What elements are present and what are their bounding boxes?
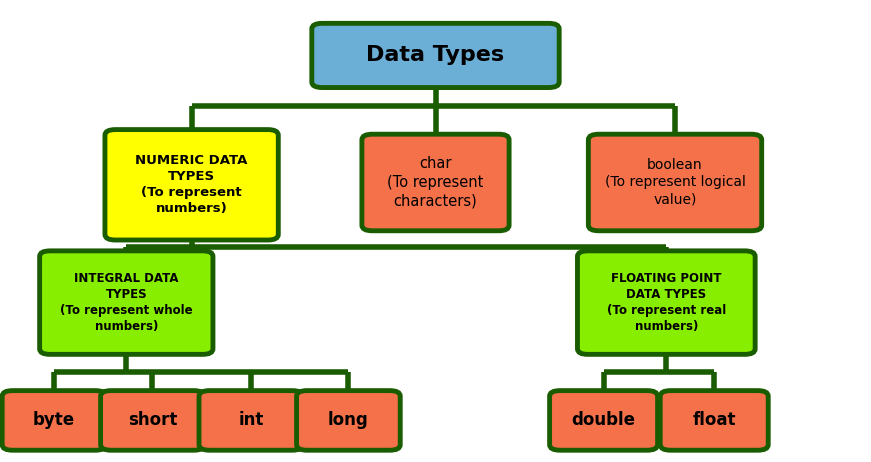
- FancyBboxPatch shape: [577, 251, 755, 354]
- Text: float: float: [692, 412, 736, 429]
- Text: long: long: [328, 412, 368, 429]
- Text: NUMERIC DATA
TYPES
(To represent
numbers): NUMERIC DATA TYPES (To represent numbers…: [135, 154, 248, 215]
- Text: byte: byte: [33, 412, 75, 429]
- FancyBboxPatch shape: [550, 391, 658, 450]
- Text: INTEGRAL DATA
TYPES
(To represent whole
numbers): INTEGRAL DATA TYPES (To represent whole …: [60, 272, 192, 333]
- Text: short: short: [128, 412, 177, 429]
- Text: int: int: [238, 412, 264, 429]
- FancyBboxPatch shape: [2, 391, 106, 450]
- FancyBboxPatch shape: [40, 251, 213, 354]
- FancyBboxPatch shape: [100, 391, 204, 450]
- Text: Data Types: Data Types: [367, 45, 504, 66]
- FancyBboxPatch shape: [199, 391, 303, 450]
- FancyBboxPatch shape: [660, 391, 768, 450]
- Text: FLOATING POINT
DATA TYPES
(To represent real
numbers): FLOATING POINT DATA TYPES (To represent …: [607, 272, 726, 333]
- FancyBboxPatch shape: [105, 129, 279, 240]
- FancyBboxPatch shape: [296, 391, 401, 450]
- Text: char
(To represent
characters): char (To represent characters): [388, 157, 483, 208]
- FancyBboxPatch shape: [362, 134, 509, 231]
- Text: double: double: [571, 412, 636, 429]
- Text: boolean
(To represent logical
value): boolean (To represent logical value): [604, 158, 746, 207]
- FancyBboxPatch shape: [312, 23, 559, 88]
- FancyBboxPatch shape: [589, 134, 761, 231]
